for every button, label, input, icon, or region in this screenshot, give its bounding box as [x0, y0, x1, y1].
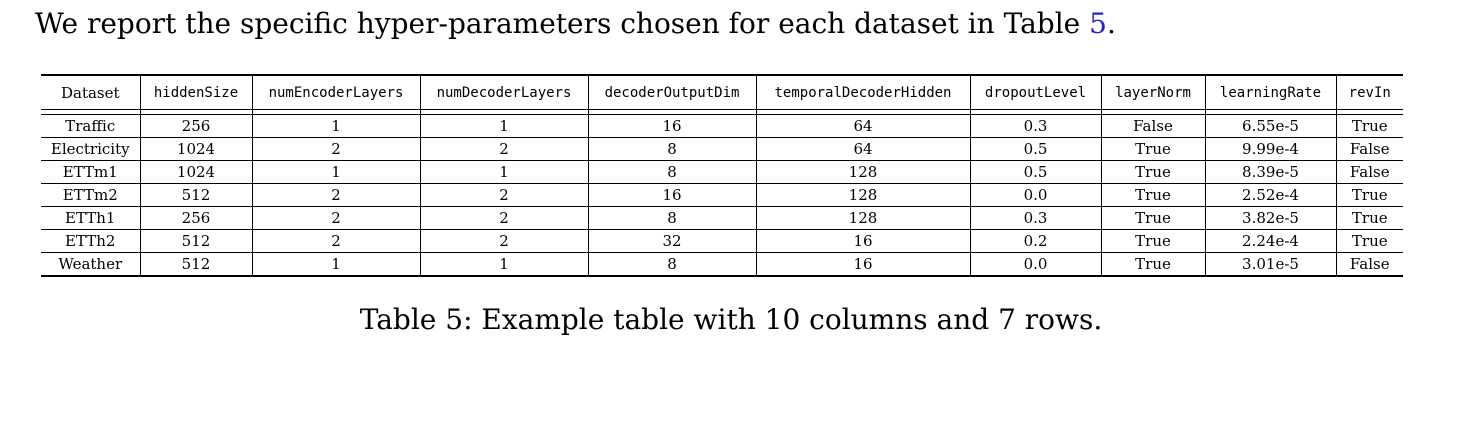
table-cell: 512: [139, 229, 252, 253]
table-cell: 256: [139, 206, 252, 230]
table-cell: True: [1335, 229, 1403, 253]
table-cell: True: [1100, 183, 1205, 207]
table-row: ETTh2 512 2 2 32 16 0.2 True 2.24e-4 Tru…: [41, 229, 1403, 253]
table-cell: ETTm1: [41, 160, 140, 184]
table-cell: 32: [587, 229, 756, 253]
column-header-numencoderlayers: numEncoderLayers: [251, 75, 420, 110]
table-cell: 512: [139, 183, 252, 207]
hyperparameter-table-container: Dataset hiddenSize numEncoderLayers numD…: [41, 74, 1403, 277]
table-cell: 128: [755, 160, 970, 184]
table-cell: 16: [755, 252, 970, 276]
table-cell: False: [1335, 252, 1403, 276]
table-cell: 16: [587, 114, 756, 138]
table-cell: ETTm2: [41, 183, 140, 207]
table-cell: True: [1100, 229, 1205, 253]
table-cell: 512: [139, 252, 252, 276]
intro-text-end: .: [1106, 7, 1116, 40]
table-cell: Weather: [58, 255, 123, 273]
table-cell: 1: [419, 160, 588, 184]
table-cell: 0.2: [969, 229, 1101, 253]
hyperparameter-table: Dataset hiddenSize numEncoderLayers numD…: [41, 74, 1403, 277]
table-cell: ETTh2: [41, 229, 140, 253]
table-row: ETTh1 256 2 2 8 128 0.3 True 3.82e-5 Tru…: [41, 206, 1403, 230]
table-cell: 1: [251, 252, 420, 276]
table-cell: 2: [419, 183, 588, 207]
header-spacer-row: [41, 109, 1403, 115]
table-cell: True: [1335, 183, 1403, 207]
column-header-dropoutlevel: dropoutLevel: [969, 75, 1101, 110]
table-cell: 8.39e-5: [1204, 160, 1336, 184]
table-cell: 8: [587, 160, 756, 184]
table-cell: 0.0: [969, 183, 1101, 207]
table-cell: 2.24e-4: [1204, 229, 1336, 253]
table-cell: 256: [139, 114, 252, 138]
intro-text: We report the specific hyper-parameters …: [35, 7, 1090, 40]
table-cell: False: [1335, 137, 1403, 161]
table-cell: Electricity: [41, 137, 140, 161]
table-cell: 8: [587, 137, 756, 161]
table-cell: 1: [419, 252, 588, 276]
table-cell: 0.3: [969, 114, 1101, 138]
column-header-temporaldecoderhidden: temporalDecoderHidden: [755, 75, 970, 110]
column-header-learningrate: learningRate: [1204, 75, 1336, 110]
table-cell: 2: [251, 229, 420, 253]
table-cell: 1: [251, 160, 420, 184]
table-row: ETTm1 1024 1 1 8 128 0.5 True 8.39e-5 Fa…: [41, 160, 1403, 184]
table-cell: 2.52e-4: [1204, 183, 1336, 207]
column-header-layernorm: layerNorm: [1100, 75, 1205, 110]
column-header-numdecoderlayers: numDecoderLayers: [419, 75, 588, 110]
table-cell: 2: [251, 206, 420, 230]
table-reference-link[interactable]: 5: [1089, 7, 1107, 40]
table-cell: 128: [755, 183, 970, 207]
table-cell: True: [1100, 252, 1205, 276]
table-cell: True: [1100, 206, 1205, 230]
table-cell: Traffic: [41, 114, 140, 138]
table-cell: True: [1335, 206, 1403, 230]
table-cell: True: [1100, 137, 1205, 161]
table-cell: 128: [755, 206, 970, 230]
table-row: Electricity 1024 2 2 8 64 0.5 True 9.99e…: [41, 137, 1403, 161]
table-cell: 1: [251, 114, 420, 138]
table-cell: 2: [419, 229, 588, 253]
table-cell: 1024: [139, 160, 252, 184]
table-cell: 0.3: [969, 206, 1101, 230]
table-cell: False: [1335, 160, 1403, 184]
table-cell: 2: [251, 183, 420, 207]
table-cell: 9.99e-4: [1204, 137, 1336, 161]
table-row: ETTm2 512 2 2 16 128 0.0 True 2.52e-4 Tr…: [41, 183, 1403, 207]
table-caption: Table 5: Example table with 10 columns a…: [359, 303, 1103, 336]
table-cell: 16: [587, 183, 756, 207]
column-header-hiddensize: hiddenSize: [139, 75, 252, 110]
table-cell: 2: [251, 137, 420, 161]
table-cell: 2: [419, 206, 588, 230]
table-cell: True: [1100, 160, 1205, 184]
table-cell: 64: [755, 137, 970, 161]
table-cell: False: [1100, 114, 1205, 138]
table-cell: 2: [419, 137, 588, 161]
header-row: Dataset hiddenSize numEncoderLayers numD…: [41, 75, 1403, 110]
table-cell: 6.55e-5: [1204, 114, 1336, 138]
table-cell: 3.01e-5: [1204, 252, 1336, 276]
column-header-dataset: Dataset: [41, 75, 140, 110]
table-cell: 64: [755, 114, 970, 138]
table-cell: 3.82e-5: [1204, 206, 1336, 230]
table-row: Weather 512 1 1 8 16 0.0 True 3.01e-5 Fa…: [41, 252, 1403, 276]
table-cell: 0.5: [969, 137, 1101, 161]
table-cell: 0.0: [969, 252, 1101, 276]
table-cell: True: [1335, 114, 1403, 138]
table-cell: 16: [755, 229, 970, 253]
intro-paragraph: We report the specific hyper-parameters …: [35, 4, 1116, 44]
column-header-revin: revIn: [1335, 75, 1403, 110]
table-cell: 1024: [139, 137, 252, 161]
table-cell: 8: [587, 206, 756, 230]
table-cell: ETTh1: [41, 206, 140, 230]
table-cell: 8: [587, 252, 756, 276]
table-row: Traffic 256 1 1 16 64 0.3 False 6.55e-5 …: [41, 114, 1403, 138]
table-cell: 1: [419, 114, 588, 138]
column-header-decoderoutputdim: decoderOutputDim: [587, 75, 756, 110]
table-cell: 0.5: [969, 160, 1101, 184]
